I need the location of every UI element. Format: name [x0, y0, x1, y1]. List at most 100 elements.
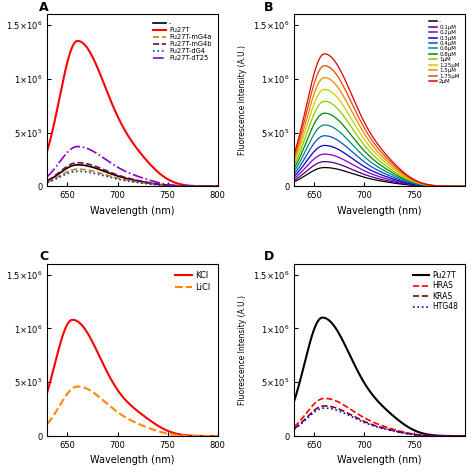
- KRAS: [322, 403, 328, 409]
- 1μM: [458, 183, 464, 189]
- 0.3μM: [292, 173, 297, 179]
- HRAS: [373, 420, 378, 426]
- 0.1μM: [292, 177, 297, 183]
- -: [45, 178, 50, 184]
- 0.2μM: [462, 183, 467, 189]
- LiCl: [146, 425, 152, 431]
- 0.1μM: [462, 183, 467, 189]
- 0.8μM: [384, 166, 390, 172]
- -: [462, 183, 467, 189]
- 1.75μM: [374, 144, 379, 149]
- 0.1μM: [458, 183, 464, 189]
- 2μM: [431, 182, 437, 188]
- 2μM: [322, 51, 328, 57]
- -: [211, 183, 217, 189]
- -: [127, 176, 132, 182]
- LiCl: [45, 421, 50, 427]
- KCl: [70, 317, 75, 323]
- Pu27T-dG4: [127, 179, 132, 184]
- 2μM: [462, 183, 467, 189]
- Pu27T: [137, 149, 143, 155]
- Line: 1.75μM: 1.75μM: [294, 66, 465, 186]
- Pu27T: [75, 38, 81, 44]
- Pu27T-dG4: [146, 181, 152, 187]
- Pu27T-dG4: [75, 168, 81, 174]
- KRAS: [292, 426, 297, 431]
- HRAS: [322, 395, 328, 401]
- KCl: [126, 401, 131, 406]
- X-axis label: Wavelength (nm): Wavelength (nm): [90, 456, 175, 465]
- 0.6μM: [373, 163, 378, 168]
- 0.4μM: [322, 133, 328, 138]
- KCl: [184, 432, 190, 438]
- Pu27T-mG4b: [215, 183, 220, 189]
- Pu27T: [215, 183, 220, 189]
- LiCl: [137, 421, 143, 427]
- HTG48: [322, 405, 328, 411]
- -: [215, 183, 220, 189]
- 0.6μM: [374, 163, 379, 169]
- 0.2μM: [373, 173, 378, 178]
- 0.4μM: [462, 183, 467, 189]
- -: [137, 179, 143, 184]
- LiCl: [184, 433, 190, 438]
- Pu27T: [127, 135, 132, 141]
- 1.75μM: [373, 142, 378, 148]
- Pu27T-mG4a: [127, 178, 132, 183]
- 1.25μM: [373, 150, 378, 156]
- 1μM: [384, 164, 390, 169]
- -: [373, 177, 378, 183]
- Pu27T-mG4b: [211, 183, 217, 189]
- 0.3μM: [384, 174, 390, 180]
- Pu27T: [126, 134, 131, 139]
- Line: -: -: [47, 165, 218, 186]
- 0.8μM: [393, 172, 399, 178]
- 0.3μM: [374, 170, 379, 176]
- -: [384, 179, 390, 185]
- KRAS: [384, 426, 390, 432]
- 1μM: [374, 155, 379, 161]
- 0.4μM: [431, 183, 437, 189]
- Line: KRAS: KRAS: [294, 406, 465, 436]
- KRAS: [458, 433, 464, 439]
- 0.3μM: [322, 143, 328, 148]
- 0.1μM: [322, 159, 328, 164]
- 0.8μM: [458, 183, 464, 189]
- Pu27T-mG4a: [146, 181, 152, 186]
- 0.6μM: [292, 168, 297, 174]
- 0.2μM: [374, 173, 379, 179]
- Line: -: -: [294, 167, 465, 186]
- Pu27T: [393, 415, 399, 421]
- Line: 0.8μM: 0.8μM: [294, 113, 465, 186]
- Y-axis label: Fluorescence Intensity (A.U.): Fluorescence Intensity (A.U.): [238, 46, 247, 155]
- 1.25μM: [431, 183, 437, 189]
- HRAS: [374, 421, 379, 427]
- 0.3μM: [373, 170, 378, 175]
- -: [374, 177, 379, 183]
- KRAS: [431, 433, 437, 439]
- 1.5μM: [292, 156, 297, 162]
- KCl: [146, 417, 152, 423]
- Pu27T-dG4: [211, 183, 217, 189]
- 0.4μM: [458, 183, 464, 189]
- Pu27T: [211, 183, 217, 189]
- Pu27T-mG4a: [45, 179, 50, 185]
- Legend: KCl, LiCl: KCl, LiCl: [172, 268, 213, 295]
- 0.4μM: [292, 171, 297, 177]
- HTG48: [462, 433, 467, 439]
- Line: Pu27T-mG4a: Pu27T-mG4a: [47, 169, 218, 186]
- Text: A: A: [39, 1, 48, 14]
- HTG48: [458, 433, 464, 439]
- Pu27T-dT25: [45, 173, 50, 179]
- Text: C: C: [39, 250, 48, 264]
- Line: 1.5μM: 1.5μM: [294, 78, 465, 186]
- HRAS: [462, 433, 467, 439]
- Pu27T-mG4a: [211, 183, 217, 189]
- Pu27T: [431, 432, 437, 438]
- Pu27T-dG4: [137, 180, 143, 186]
- 1.5μM: [393, 166, 399, 172]
- Pu27T-dT25: [137, 174, 143, 180]
- Pu27T-dG4: [215, 183, 220, 189]
- Pu27T-dG4: [45, 180, 50, 185]
- 1.75μM: [431, 183, 437, 189]
